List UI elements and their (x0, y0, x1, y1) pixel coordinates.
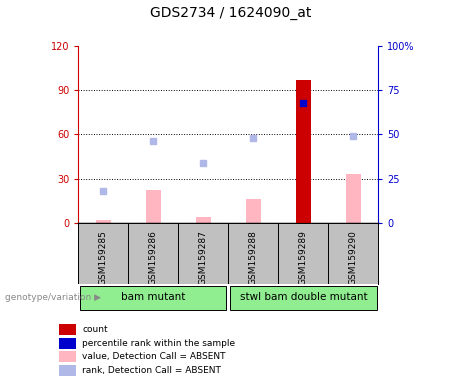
Bar (246, 199, 260, 223)
Bar (296, 80, 311, 223)
Bar (196, 217, 211, 223)
Bar (96, 220, 111, 223)
Text: GSM159285: GSM159285 (99, 230, 108, 285)
Text: bam mutant: bam mutant (121, 292, 185, 302)
Text: GSM159286: GSM159286 (149, 230, 158, 285)
Text: GSM159290: GSM159290 (349, 230, 358, 285)
Text: GDS2734 / 1624090_at: GDS2734 / 1624090_at (150, 6, 311, 20)
Text: rank, Detection Call = ABSENT: rank, Detection Call = ABSENT (83, 366, 221, 376)
Text: percentile rank within the sample: percentile rank within the sample (83, 339, 236, 348)
Bar (59, 324, 76, 335)
Text: GSM159287: GSM159287 (199, 230, 208, 285)
Bar (346, 174, 361, 223)
Bar (59, 338, 76, 349)
Bar (59, 351, 76, 362)
Bar (59, 366, 76, 376)
Text: stwl bam double mutant: stwl bam double mutant (240, 292, 367, 302)
Text: value, Detection Call = ABSENT: value, Detection Call = ABSENT (83, 352, 226, 361)
Text: count: count (83, 325, 108, 334)
Bar (230, 286, 377, 310)
Text: genotype/variation ▶: genotype/variation ▶ (5, 293, 100, 302)
Text: GSM159288: GSM159288 (248, 230, 258, 285)
Bar (80, 286, 226, 310)
Bar (146, 190, 161, 223)
Text: GSM159289: GSM159289 (299, 230, 307, 285)
